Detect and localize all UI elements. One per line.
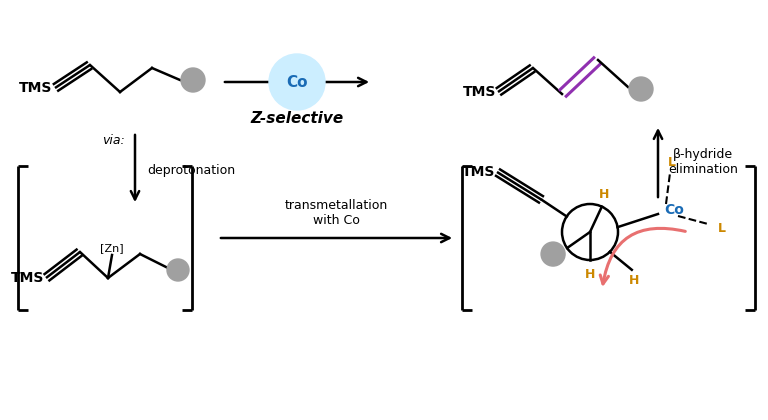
Text: TMS: TMS (462, 165, 495, 179)
Text: [Zn]: [Zn] (100, 243, 124, 253)
Text: β-hydride
elimination: β-hydride elimination (668, 148, 738, 176)
Text: deprotonation: deprotonation (147, 163, 235, 176)
Circle shape (269, 54, 325, 110)
Circle shape (181, 68, 205, 92)
Text: TMS: TMS (18, 81, 52, 95)
Circle shape (167, 259, 189, 281)
Text: H: H (598, 188, 609, 201)
Text: TMS: TMS (11, 271, 44, 285)
Text: transmetallation
with Co: transmetallation with Co (284, 199, 388, 227)
Text: Co: Co (664, 203, 684, 217)
Text: H: H (584, 268, 595, 281)
Circle shape (541, 242, 565, 266)
Text: via:: via: (102, 134, 125, 147)
Text: Z-selective: Z-selective (250, 110, 343, 126)
Text: TMS: TMS (462, 85, 496, 99)
Text: L: L (668, 157, 676, 170)
Text: L: L (718, 221, 726, 234)
Text: H: H (629, 274, 639, 287)
Text: Co: Co (286, 74, 308, 89)
Circle shape (629, 77, 653, 101)
